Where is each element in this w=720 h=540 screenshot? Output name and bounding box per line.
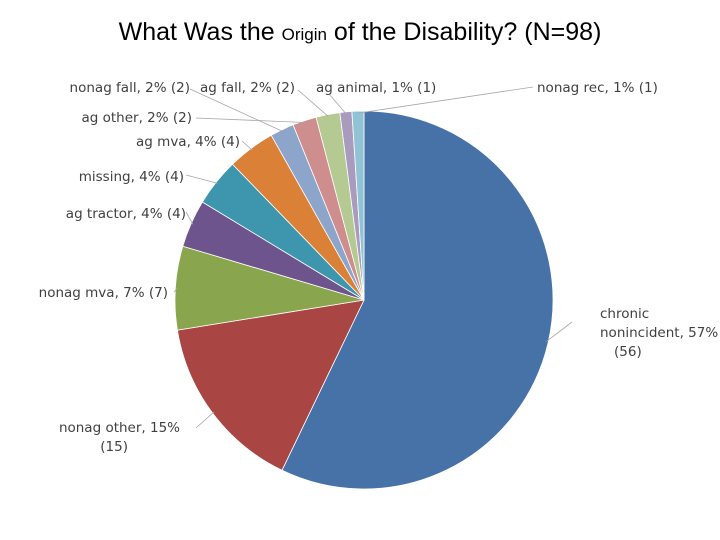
leader-line-ag-other — [195, 117, 306, 123]
slice-label-ag-fall: ag fall, 2% (2) — [200, 80, 295, 96]
slice-label-nonag-other: nonag other, 15% (15) — [59, 420, 180, 455]
slice-label-nonag-mva: nonag mva, 7% (7) — [39, 285, 168, 301]
leader-line-ag-tractor — [185, 211, 194, 225]
leader-line-chronic-nonincident — [546, 321, 573, 342]
slice-label-missing: missing, 4% (4) — [79, 169, 184, 185]
leader-line-ag-animal — [329, 94, 347, 115]
slice-label-ag-animal: ag animal, 1% (1) — [316, 80, 436, 96]
leader-line-nonag-mva — [173, 287, 178, 293]
slice-label-nonag-fall: nonag fall, 2% (2) — [70, 80, 190, 96]
slice-label-chronic-nonincident: chronic nonincident, 57% (56) — [600, 306, 718, 360]
pie-slice-chronic-nonincident — [281, 110, 554, 490]
title-part-3: of the Disability? (N=98) — [326, 18, 602, 46]
slice-label-ag-tractor: ag tractor, 4% (4) — [66, 206, 186, 222]
pie-slice-nonag-rec — [351, 110, 365, 301]
title-part-origin: Origin — [281, 25, 327, 44]
slice-label-nonag-rec: nonag rec, 1% (1) — [537, 80, 658, 96]
slice-label-ag-mva: ag mva, 4% (4) — [136, 134, 240, 150]
leader-line-nonag-other — [195, 411, 215, 429]
leader-line-nonag-fall — [189, 88, 284, 132]
leader-line-missing — [185, 174, 218, 184]
title-part-1: What Was the — [118, 18, 282, 46]
leader-line-ag-fall — [297, 89, 329, 117]
leader-line-nonag-rec — [357, 86, 534, 114]
slice-label-ag-other: ag other, 2% (2) — [81, 110, 192, 126]
chart-title: What Was the Origin of the Disability? (… — [0, 18, 720, 47]
leader-line-ag-mva — [241, 140, 253, 151]
